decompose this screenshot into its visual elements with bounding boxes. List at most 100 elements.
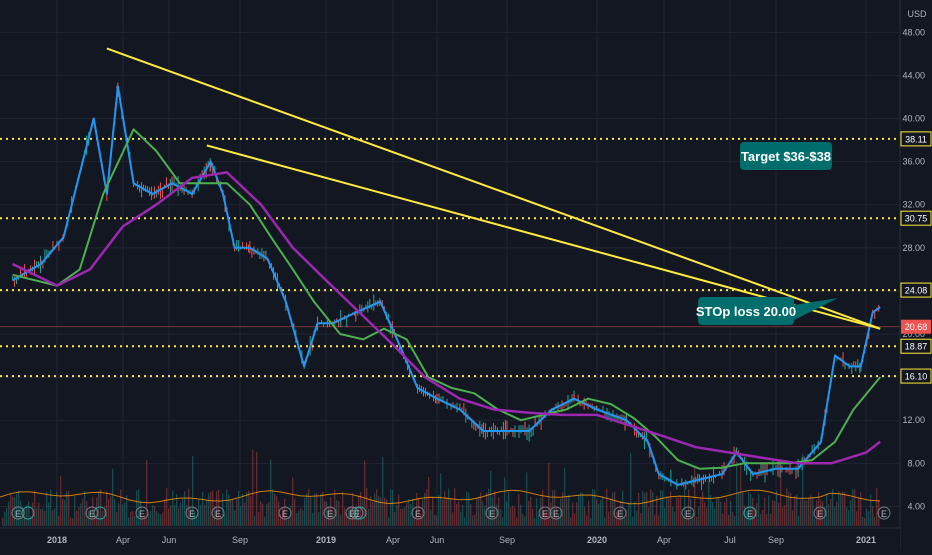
volume-bar (800, 499, 802, 526)
volume-bar (872, 506, 874, 526)
volume-bar (774, 501, 776, 526)
volume-bar (560, 498, 562, 526)
volume-bar (176, 493, 178, 526)
moving-average-purple (12, 171, 881, 465)
volume-bar (372, 501, 374, 526)
volume-bar (68, 490, 70, 526)
volume-bar (438, 494, 440, 526)
volume-bar (56, 491, 58, 526)
volume-bar (786, 488, 788, 526)
volume-bar (408, 499, 410, 526)
volume-bar (796, 494, 798, 526)
currency-label: USD (907, 9, 927, 19)
volume-bar (534, 517, 536, 526)
volume-bar (640, 512, 642, 526)
volume-bar (826, 493, 828, 526)
volume-bar (160, 514, 162, 526)
earnings-letter: E (489, 509, 495, 519)
volume-bar (638, 492, 640, 526)
volume-bar (390, 488, 392, 526)
earnings-letter: E (15, 509, 21, 519)
volume-bar (594, 489, 596, 526)
x-tick-label: Sep (232, 535, 248, 545)
volume-bar (146, 459, 148, 526)
volume-bar (680, 496, 682, 526)
earnings-letter: E (215, 509, 221, 519)
volume-bar (854, 489, 856, 526)
volume-bar (250, 496, 252, 526)
volume-bar (422, 499, 424, 526)
volume-bar (208, 493, 210, 526)
earnings-marker: E (538, 506, 552, 520)
volume-bar (464, 517, 466, 526)
volume-bar (310, 496, 312, 526)
volume-bar (472, 515, 474, 526)
volume-bar (322, 492, 324, 526)
volume-bar (688, 489, 690, 526)
volume-bar (286, 517, 288, 526)
volume-bar (38, 502, 40, 526)
earnings-letter: E (747, 509, 753, 519)
volume-bar (100, 489, 102, 526)
volume-bar (836, 501, 838, 526)
y-tick-label: 12.00 (902, 415, 925, 425)
volume-bar (40, 509, 42, 526)
trendline (106, 47, 881, 330)
volume-bar (492, 496, 494, 526)
volume-bar (126, 495, 128, 526)
volume-bar (272, 489, 274, 526)
volume-bar (74, 495, 76, 526)
volume-bar (650, 489, 652, 526)
volume-bar (342, 491, 344, 526)
volume-bar (8, 501, 10, 526)
volume-bar (582, 492, 584, 526)
volume-bar (228, 494, 230, 526)
time-axis (0, 528, 900, 550)
volume-bar (384, 497, 386, 526)
earnings-circle (681, 506, 695, 520)
volume-bar (214, 506, 216, 526)
volume-bar (578, 494, 580, 526)
volume-bar (776, 490, 778, 526)
volume-bar (608, 511, 610, 526)
earnings-letter: E (817, 509, 823, 519)
price-line-blue (12, 85, 881, 486)
volume-bar (876, 488, 878, 526)
volume-bar (470, 504, 472, 526)
volume-bar (270, 459, 272, 526)
earnings-letter: E (282, 509, 288, 519)
volume-bar (764, 497, 766, 526)
volume-bar (512, 505, 514, 526)
volume-bar (34, 490, 36, 526)
volume-bar (634, 501, 636, 526)
volume-bar (504, 477, 506, 526)
volume-bar (536, 498, 538, 526)
earnings-letter: E (553, 509, 559, 519)
volume-bar (242, 493, 244, 526)
volume-bar (48, 502, 50, 526)
volume-bar (42, 508, 44, 526)
volume-bar (658, 515, 660, 526)
volume-bar (200, 504, 202, 526)
volume-bar (752, 498, 754, 526)
y-tick-label: 20.00 (902, 329, 925, 339)
volume-bar (756, 503, 758, 526)
volume-bar (540, 497, 542, 526)
volume-bar (106, 491, 108, 526)
volume-bar (196, 514, 198, 526)
volume-bar (674, 511, 676, 526)
volume-bar (844, 492, 846, 526)
earnings-letter: E (685, 509, 691, 519)
volume-bar (456, 503, 458, 526)
volume-bar (418, 498, 420, 526)
volume-bar (320, 493, 322, 526)
volume-bar (82, 498, 84, 526)
volume-bar (584, 506, 586, 526)
volume-bar (494, 491, 496, 526)
volume-bar (336, 499, 338, 526)
volume-bar (190, 507, 192, 526)
volume-bar (554, 489, 556, 526)
volume-bar (284, 498, 286, 526)
